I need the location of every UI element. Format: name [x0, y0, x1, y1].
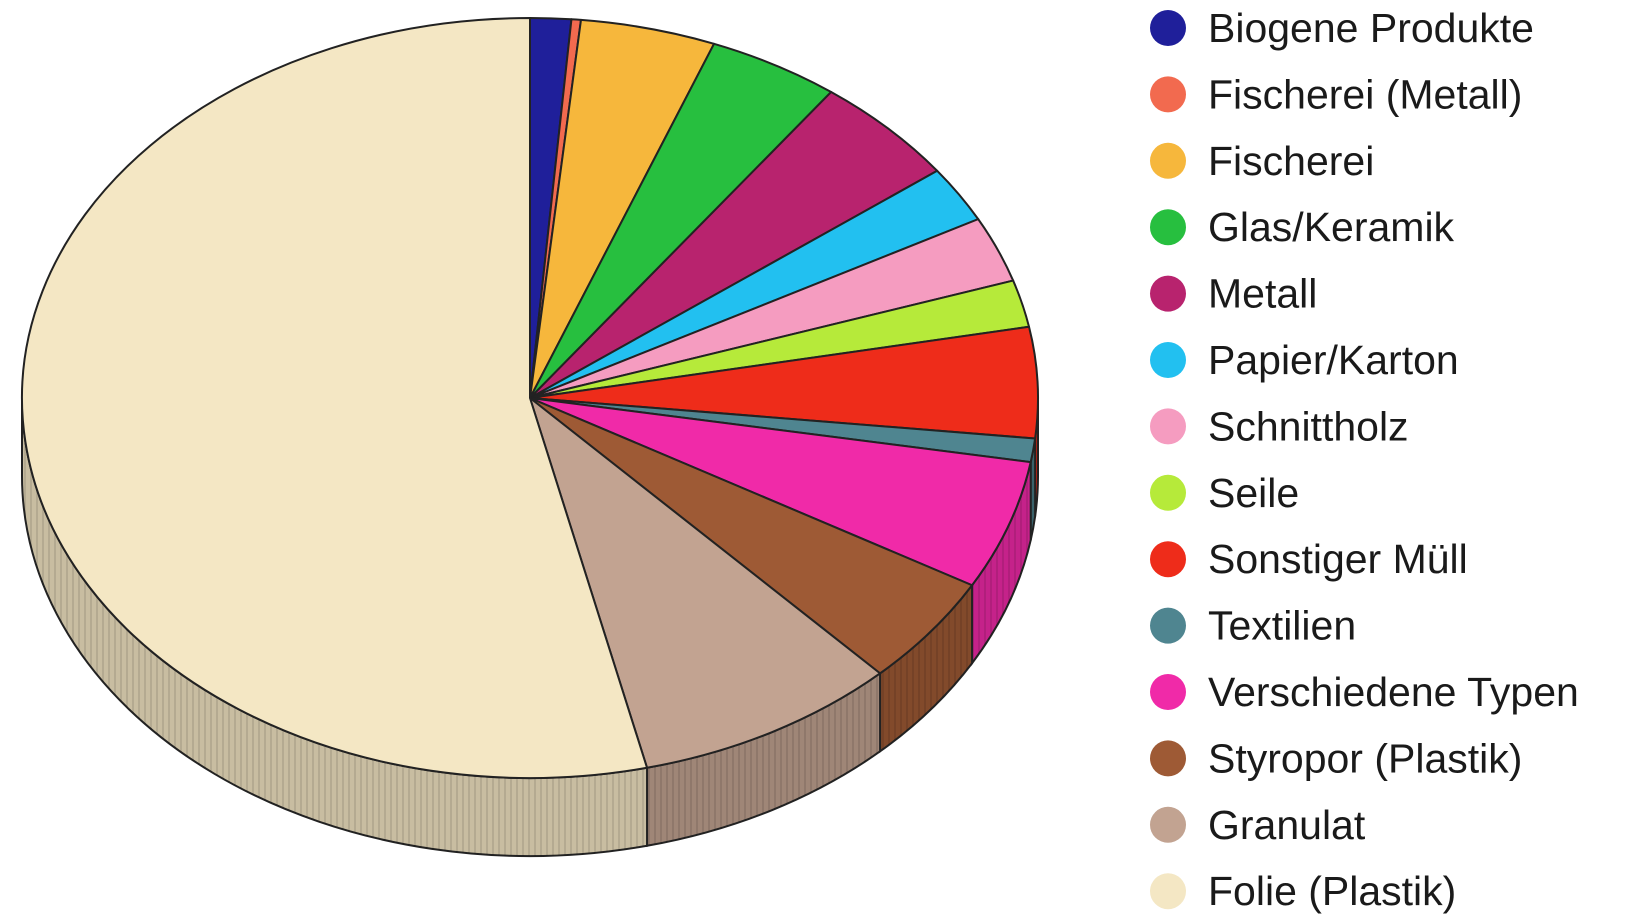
pie-slice-verschiedene-typen: [529, 397, 1032, 587]
legend-item-papier-karton: Papier/Karton: [1150, 337, 1459, 383]
pie-side-texture-styropor-plastik: [880, 585, 973, 752]
legend-swatch-seile: [1150, 474, 1186, 511]
legend-label-papier-karton: Papier/Karton: [1208, 337, 1459, 383]
legend-swatch-papier-karton: [1150, 342, 1186, 378]
legend-swatch-styropor-plastik: [1150, 740, 1186, 777]
legend-label-styropor-plastik: Styropor (Plastik): [1208, 735, 1522, 781]
legend-item-verschiedene-typen: Verschiedene Typen: [1150, 669, 1579, 715]
legend-item-seile: Seile: [1150, 470, 1299, 516]
legend-item-glas-keramik: Glas/Keramik: [1150, 204, 1455, 250]
legend-label-seile: Seile: [1208, 470, 1299, 516]
legend-label-fischerei: Fischerei: [1208, 138, 1374, 184]
legend-label-metall: Metall: [1208, 271, 1317, 317]
legend-item-textilien: Textilien: [1150, 603, 1356, 649]
legend-swatch-schnittholz: [1150, 408, 1186, 445]
legend-label-fischerei-metall: Fischerei (Metall): [1208, 71, 1522, 117]
legend-swatch-metall: [1150, 275, 1186, 312]
legend-label-sonstiger-m-ll: Sonstiger Müll: [1208, 536, 1468, 582]
pie-slice-folie-plastik: [21, 17, 649, 779]
legend-swatch-textilien: [1150, 607, 1186, 644]
legend-swatch-folie-plastik: [1150, 873, 1186, 910]
legend-item-folie-plastik: Folie (Plastik): [1150, 868, 1456, 914]
legend-swatch-sonstiger-m-ll: [1150, 541, 1186, 578]
legend-swatch-fischerei: [1150, 142, 1186, 179]
legend-label-schnittholz: Schnittholz: [1208, 403, 1409, 449]
legend-item-schnittholz: Schnittholz: [1150, 403, 1409, 449]
legend-item-styropor-plastik: Styropor (Plastik): [1150, 735, 1522, 781]
pie-top-group: [21, 17, 1039, 779]
pie-side-texture-textilien: [1030, 438, 1036, 541]
pie-side-texture-verschiedene-typen: [972, 462, 1031, 664]
legend-swatch-fischerei-metall: [1150, 76, 1186, 113]
legend-item-fischerei: Fischerei: [1150, 138, 1374, 184]
legend-swatch-verschiedene-typen: [1150, 674, 1186, 710]
legend: Biogene Produkte Fischerei (Metall) Fische…: [1150, 5, 1579, 914]
legend-label-folie-plastik: Folie (Plastik): [1208, 868, 1456, 914]
legend-swatch-granulat: [1150, 806, 1186, 843]
pie-slice-granulat: [529, 397, 882, 769]
legend-item-biogene-produkte: Biogene Produkte: [1150, 5, 1534, 51]
legend-swatch-biogene-produkte: [1150, 10, 1186, 46]
pie-side-texture-granulat: [647, 673, 881, 846]
legend-item-sonstiger-m-ll: Sonstiger Müll: [1150, 536, 1468, 582]
legend-label-glas-keramik: Glas/Keramik: [1208, 204, 1455, 250]
legend-label-granulat: Granulat: [1208, 802, 1366, 848]
pie-side-group: [21, 397, 1039, 857]
legend-label-verschiedene-typen: Verschiedene Typen: [1208, 669, 1579, 715]
legend-item-fischerei-metall: Fischerei (Metall): [1150, 71, 1522, 117]
legend-item-granulat: Granulat: [1150, 802, 1366, 848]
legend-item-metall: Metall: [1150, 271, 1317, 317]
pie-side-texture-folie-plastik: [22, 398, 648, 856]
legend-swatch-glas-keramik: [1150, 209, 1186, 246]
legend-label-biogene-produkte: Biogene Produkte: [1208, 5, 1534, 51]
legend-label-textilien: Textilien: [1208, 603, 1356, 649]
